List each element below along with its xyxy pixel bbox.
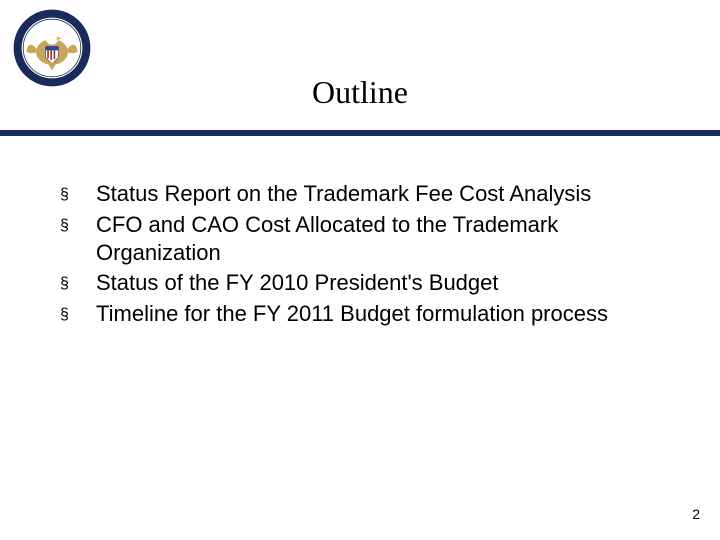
- bullet-item: § Status Report on the Trademark Fee Cos…: [60, 180, 680, 209]
- bullet-item: § CFO and CAO Cost Allocated to the Trad…: [60, 211, 680, 267]
- page-number: 2: [692, 506, 700, 522]
- bullet-item: § Timeline for the FY 2011 Budget formul…: [60, 300, 680, 329]
- slide: Outline § Status Report on the Trademark…: [0, 0, 720, 540]
- bullet-marker-icon: §: [60, 180, 96, 209]
- bullet-text: Timeline for the FY 2011 Budget formulat…: [96, 300, 680, 328]
- bullet-text: Status Report on the Trademark Fee Cost …: [96, 180, 680, 208]
- bullet-marker-icon: §: [60, 300, 96, 329]
- slide-title: Outline: [0, 74, 720, 111]
- bullet-marker-icon: §: [60, 211, 96, 240]
- bullet-list: § Status Report on the Trademark Fee Cos…: [60, 180, 680, 331]
- title-divider: [0, 130, 720, 136]
- bullet-text: Status of the FY 2010 President's Budget: [96, 269, 680, 297]
- bullet-item: § Status of the FY 2010 President's Budg…: [60, 269, 680, 298]
- bullet-text: CFO and CAO Cost Allocated to the Tradem…: [96, 211, 680, 267]
- bullet-marker-icon: §: [60, 269, 96, 298]
